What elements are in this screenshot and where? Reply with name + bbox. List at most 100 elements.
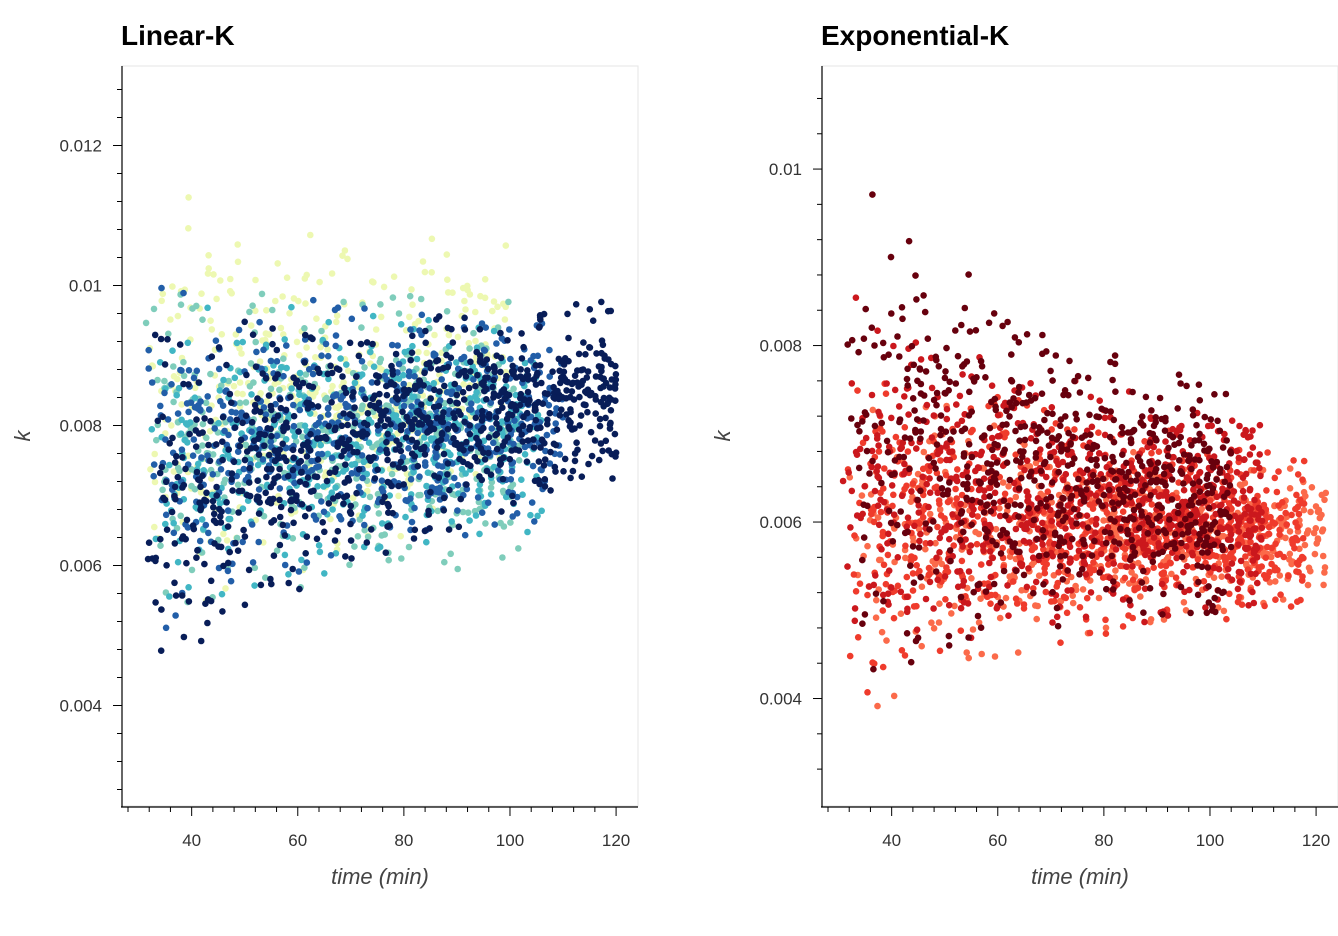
data-point [1062, 470, 1070, 478]
data-point [383, 438, 390, 446]
data-point [419, 258, 427, 265]
data-point [1280, 553, 1288, 561]
data-point [329, 495, 337, 502]
data-point [1265, 523, 1273, 531]
data-point [436, 489, 443, 496]
data-point [229, 487, 236, 494]
data-point [389, 461, 397, 468]
data-point [1247, 538, 1254, 546]
data-point [1226, 590, 1233, 598]
data-point [465, 384, 473, 392]
data-point [480, 346, 488, 354]
data-point [467, 358, 474, 366]
data-point [243, 371, 250, 379]
data-point [358, 452, 366, 459]
data-point [455, 523, 463, 531]
data-point [953, 477, 961, 485]
data-point [151, 478, 159, 486]
data-point [218, 331, 226, 338]
data-point [1233, 469, 1241, 476]
data-point [1140, 545, 1147, 552]
data-point [406, 313, 413, 321]
data-point [991, 489, 999, 497]
data-point [302, 550, 310, 557]
data-point [156, 469, 164, 477]
data-point [526, 397, 533, 404]
data-point [884, 590, 892, 597]
data-point [595, 456, 603, 464]
data-point [370, 279, 377, 286]
data-point [1004, 582, 1011, 589]
data-point [1235, 454, 1243, 462]
data-point [158, 297, 165, 305]
data-point [228, 408, 235, 416]
data-point [392, 446, 400, 453]
data-point [178, 401, 185, 408]
data-point [1274, 551, 1281, 558]
data-point [445, 331, 453, 339]
data-point [1111, 352, 1119, 359]
data-point [1263, 487, 1270, 494]
data-point [241, 601, 249, 609]
data-point [902, 542, 909, 550]
data-point [964, 600, 972, 607]
data-point [432, 454, 440, 461]
data-point [1062, 525, 1069, 532]
data-point [170, 398, 177, 406]
data-point [379, 498, 386, 506]
data-point [358, 386, 366, 393]
data-point [358, 405, 365, 413]
data-point [217, 466, 225, 473]
data-point [593, 350, 600, 357]
data-point [915, 509, 923, 516]
data-point [390, 381, 398, 389]
data-point [388, 470, 396, 478]
data-point [510, 440, 517, 448]
data-point [500, 454, 507, 462]
data-point [943, 405, 951, 413]
data-point [483, 467, 491, 475]
data-point [1190, 529, 1198, 536]
data-point [369, 340, 376, 348]
data-point [554, 387, 561, 395]
data-point [420, 443, 428, 451]
data-point [1272, 540, 1279, 548]
data-point [446, 486, 453, 494]
data-point [381, 372, 389, 380]
data-point [913, 445, 920, 452]
data-point [349, 494, 357, 502]
data-point [1032, 578, 1040, 586]
data-point [453, 441, 460, 449]
data-point [571, 450, 579, 457]
data-point [448, 518, 456, 525]
data-point [574, 367, 581, 374]
data-point [511, 417, 518, 424]
data-point [315, 419, 323, 427]
data-point [975, 486, 983, 494]
data-point [322, 340, 330, 348]
data-point [894, 582, 902, 590]
data-point [596, 422, 604, 430]
data-point [974, 513, 981, 520]
data-point [851, 605, 859, 612]
data-point [442, 477, 449, 485]
data-point [1260, 571, 1268, 579]
data-point [329, 506, 336, 513]
data-point [1087, 393, 1095, 401]
data-point [925, 564, 933, 572]
data-point [883, 637, 890, 644]
data-point [1012, 595, 1020, 602]
data-point [519, 491, 526, 499]
data-point [523, 409, 531, 417]
data-point [225, 377, 232, 385]
data-point [922, 595, 930, 603]
data-point [515, 426, 523, 433]
data-point [1174, 494, 1181, 502]
data-point [494, 303, 501, 311]
data-point [193, 468, 201, 476]
data-point [293, 338, 301, 346]
data-point [185, 408, 192, 416]
data-point [524, 388, 532, 396]
data-point [1053, 613, 1061, 621]
data-point [520, 343, 527, 351]
